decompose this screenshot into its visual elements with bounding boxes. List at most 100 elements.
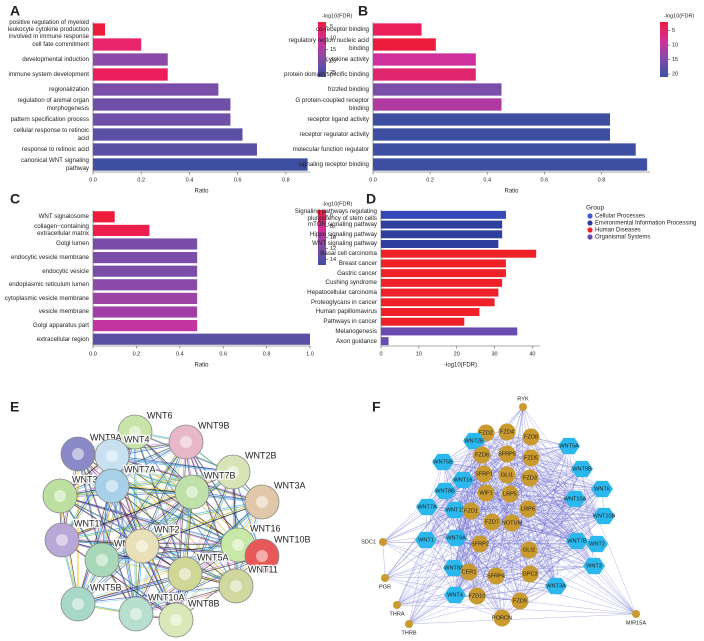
node-label: WNT10B <box>274 534 311 544</box>
node-label: FZD5 <box>524 455 538 461</box>
category-label-box: Golgi apparatus part <box>32 322 89 330</box>
edge <box>593 565 637 615</box>
node-core <box>106 450 118 462</box>
bar <box>93 83 219 96</box>
node-label: WNT7B <box>204 470 236 480</box>
node-label: WNT4 <box>124 434 150 444</box>
node <box>558 437 580 455</box>
edge <box>408 473 485 625</box>
edge <box>519 498 576 602</box>
node <box>564 490 586 508</box>
edge <box>455 522 513 539</box>
node-label: WNT3A <box>546 583 566 589</box>
node-label: WNT11 <box>248 564 278 574</box>
node <box>591 480 613 498</box>
node-core <box>170 614 182 626</box>
legend-swatch <box>587 213 593 219</box>
category-label-box: immune system development <box>9 71 89 78</box>
node <box>475 465 493 483</box>
node <box>498 423 516 441</box>
category-label-box: endocytic vesicle membrane <box>11 254 89 261</box>
node-label: WNT9A <box>446 535 466 541</box>
category-label-box: receptor ligand activity <box>307 116 369 123</box>
node <box>521 469 539 487</box>
node <box>393 601 401 609</box>
panel-label: C <box>10 191 20 207</box>
x-axis-label: Ratio <box>194 363 209 369</box>
y-tick-label: WNT signalosome <box>38 213 89 221</box>
y-tick-label: Golgi lumen <box>55 240 89 248</box>
node-label: FZD1 <box>464 508 478 514</box>
node <box>468 587 486 605</box>
y-tick-label: WNT signaling pathway <box>312 240 377 248</box>
bar <box>93 333 310 345</box>
edge <box>455 537 521 602</box>
edge <box>78 442 187 605</box>
node-label: NOTUM <box>502 520 523 526</box>
node-label: LRP5 <box>503 491 517 497</box>
node-label: WNT4 <box>447 592 463 598</box>
category-label-box: extracellular region <box>37 336 89 343</box>
y-tick-label: collagen−containing extracellular matrix <box>34 223 89 238</box>
edge <box>530 436 603 490</box>
edge <box>426 506 503 619</box>
category-label-box: positive regulation of myeloid leukocyte… <box>8 19 89 40</box>
category-label-box: Melanogenesis <box>335 328 377 335</box>
category-label-box: WNT signaling pathway <box>312 240 377 248</box>
node <box>522 428 540 446</box>
bar <box>381 308 480 316</box>
category-label-box: receptor regulator activity <box>300 131 369 138</box>
node-label: SFRP1 <box>475 471 493 477</box>
x-tick-label: 0.8 <box>282 177 290 183</box>
edge <box>111 454 233 472</box>
category-label-box: regulation of animal organ morphogenesis <box>17 97 89 111</box>
edge <box>495 565 595 577</box>
edge <box>509 493 576 500</box>
x-axis-label: Ratio <box>194 189 209 195</box>
edge <box>479 515 605 545</box>
category-label-box: Golgi lumen <box>55 240 89 248</box>
edge <box>506 474 576 500</box>
bar <box>381 220 503 229</box>
category-label-box: co-receptor binding <box>316 26 369 33</box>
edge <box>519 543 598 602</box>
edge <box>77 543 238 604</box>
node <box>473 446 491 464</box>
edge <box>476 595 637 615</box>
node-label: WIF1 <box>479 490 492 496</box>
edge <box>111 470 233 486</box>
x-tick-label: 40 <box>529 351 535 357</box>
node <box>434 482 456 500</box>
node-label: THRA <box>389 611 404 617</box>
bar <box>381 327 518 336</box>
panel-label: D <box>366 191 376 207</box>
y-tick-label: Gastric cancer <box>337 269 377 277</box>
node <box>462 502 480 520</box>
y-tick-label: Golgi apparatus part <box>32 322 89 330</box>
edge <box>576 540 637 615</box>
edge <box>506 474 598 545</box>
bar <box>93 306 198 318</box>
node <box>519 403 527 411</box>
bar <box>373 83 502 96</box>
category-label-box: molecular function regulator <box>293 146 369 153</box>
edge <box>530 457 603 490</box>
legend-label: Human Diseases <box>595 228 641 234</box>
node <box>521 565 539 583</box>
node-core <box>180 436 192 448</box>
node <box>487 567 505 585</box>
category-label-box: Hepatocellular carcinoma <box>307 289 377 296</box>
node-core <box>256 550 268 562</box>
node <box>545 577 567 595</box>
colorbar-title: -log10(FDR) <box>322 201 352 207</box>
category-label-box: canonical WNT signaling pathway <box>21 157 89 171</box>
x-tick-label: 0.6 <box>541 177 549 183</box>
edge <box>485 492 637 615</box>
edge <box>396 604 637 615</box>
bar <box>93 211 115 223</box>
node-label: GPC3 <box>522 571 537 577</box>
colorbar <box>660 22 668 77</box>
node-label: GLI1 <box>501 472 513 478</box>
category-label-box: Proteoglycans in cancer <box>311 299 377 306</box>
node-core <box>130 608 142 620</box>
